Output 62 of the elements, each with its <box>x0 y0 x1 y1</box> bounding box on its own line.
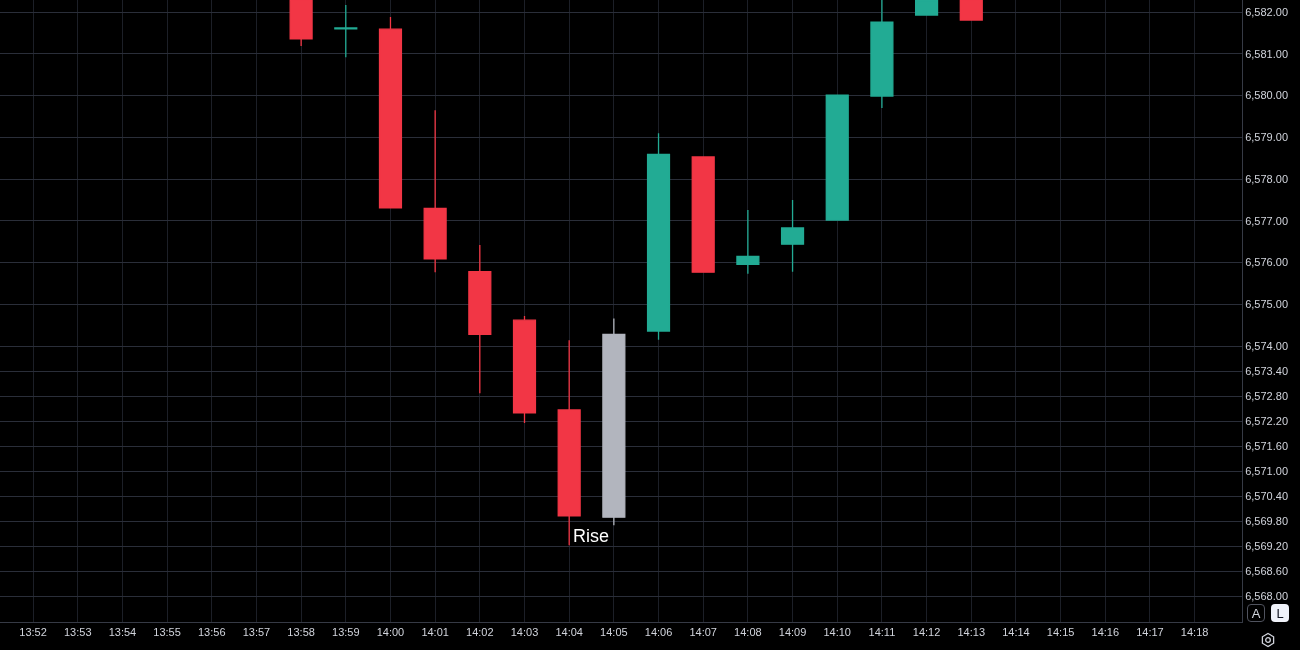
x-tick-label: 14:18 <box>1180 626 1209 639</box>
candlestick <box>468 244 492 394</box>
x-tick-label: 14:01 <box>421 626 449 639</box>
y-tick-label: 6,573.40 <box>1245 364 1289 377</box>
y-tick-label: 6,571.60 <box>1245 440 1289 453</box>
candlestick <box>780 199 805 273</box>
y-tick-label: 6,574.00 <box>1245 339 1289 352</box>
x-tick-label: 14:00 <box>376 626 405 639</box>
candlestick <box>870 0 894 109</box>
x-tick-label: 13:56 <box>198 626 226 639</box>
x-tick-label: 14:02 <box>466 626 494 639</box>
x-tick-label: 14:05 <box>600 626 628 639</box>
candlestick <box>378 16 403 209</box>
x-tick-label: 14:03 <box>510 626 539 639</box>
x-tick-label: 13:57 <box>242 626 271 639</box>
y-tick-label: 6,582.00 <box>1245 5 1289 18</box>
x-tick-label: 14:04 <box>555 626 583 639</box>
y-tick-label: 6,569.20 <box>1245 540 1289 553</box>
text: L <box>1271 604 1289 622</box>
candlestick <box>959 0 983 21</box>
text: A <box>1247 604 1265 622</box>
y-tick-label: 6,572.80 <box>1245 390 1289 403</box>
x-tick-label: 14:11 <box>868 626 896 639</box>
x-tick-label: 14:15 <box>1046 626 1075 639</box>
candlestick <box>334 4 358 58</box>
x-tick-label: 13:58 <box>287 626 315 639</box>
x-tick-label: 14:13 <box>957 626 986 639</box>
x-tick-label: 14:08 <box>734 626 762 639</box>
x-tick-label: 14:06 <box>644 626 673 639</box>
annotation: Rise <box>573 526 610 546</box>
y-tick-label: 6,568.00 <box>1245 590 1289 603</box>
y-tick-label: 6,579.00 <box>1245 131 1289 144</box>
x-tick-label: 13:55 <box>153 626 181 639</box>
x-tick-label: 14:12 <box>912 626 941 639</box>
y-tick-label: 6,576.00 <box>1245 256 1289 269</box>
candlestick <box>736 209 760 275</box>
x-tick-label: 14:16 <box>1091 626 1120 639</box>
x-tick-label: 14:14 <box>1002 626 1030 639</box>
candlestick <box>691 155 715 273</box>
x-tick-label: 14:07 <box>689 626 717 639</box>
x-tick-label: 13:59 <box>332 626 360 639</box>
y-tick-label: 6,568.60 <box>1245 565 1289 578</box>
candlestick <box>914 0 939 16</box>
x-tick-label: 14:09 <box>778 626 807 639</box>
y-tick-label: 6,578.00 <box>1245 172 1289 185</box>
y-tick-label: 6,570.40 <box>1245 490 1289 503</box>
y-tick-label: 6,577.00 <box>1245 214 1289 227</box>
candlestick <box>289 0 313 47</box>
y-tick-label: 6,569.80 <box>1245 515 1289 528</box>
y-tick-label: 6,580.00 <box>1245 89 1289 102</box>
y-tick-label: 6,571.00 <box>1245 465 1289 478</box>
y-tick-label: 6,575.00 <box>1245 298 1289 311</box>
y-tick-label: 6,572.20 <box>1245 415 1289 428</box>
x-tick-label: 14:17 <box>1136 626 1164 639</box>
x-tick-label: 13:53 <box>63 626 92 639</box>
candlestick <box>825 94 849 221</box>
x-tick-label: 14:10 <box>823 626 851 639</box>
candlestick <box>512 315 537 424</box>
candlestick <box>423 109 447 273</box>
y-tick-label: 6,581.00 <box>1245 47 1289 60</box>
x-tick-label: 13:52 <box>19 626 47 639</box>
x-tick-label: 13:54 <box>108 626 137 639</box>
